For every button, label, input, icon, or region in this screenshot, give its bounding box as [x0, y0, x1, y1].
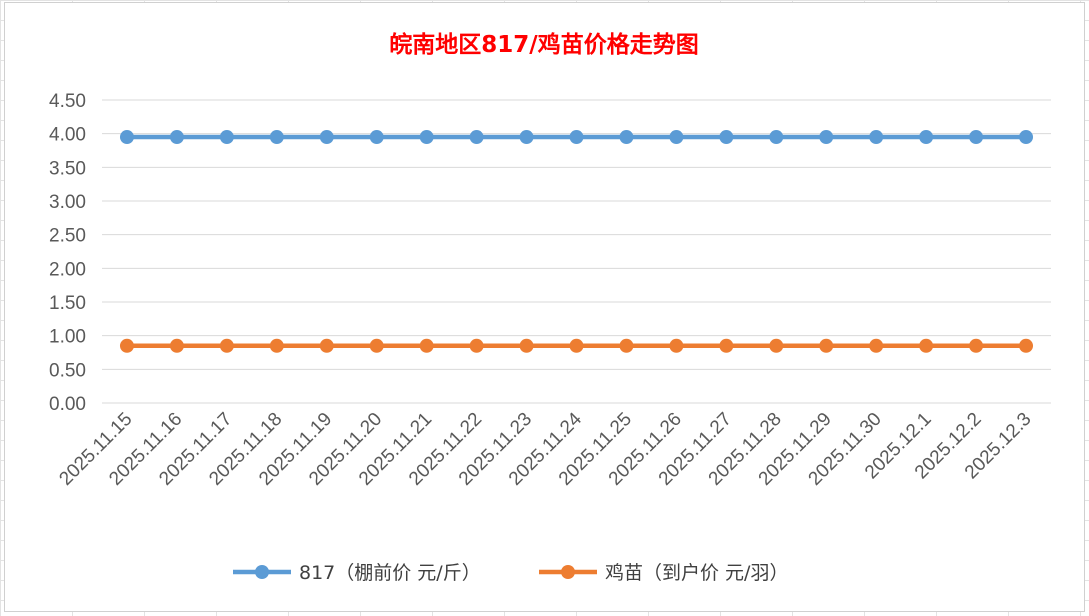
data-point[interactable] [1019, 338, 1034, 353]
data-point[interactable] [269, 338, 284, 353]
data-point[interactable] [719, 338, 734, 353]
data-point[interactable] [669, 338, 684, 353]
data-point[interactable] [119, 130, 134, 145]
gridlines [102, 99, 1051, 404]
data-point[interactable] [869, 338, 884, 353]
data-point[interactable] [319, 338, 334, 353]
data-point[interactable] [369, 130, 384, 145]
data-point[interactable] [619, 130, 634, 145]
data-point[interactable] [1019, 130, 1034, 145]
y-tick-label: 3.00 [49, 192, 86, 213]
data-point[interactable] [769, 338, 784, 353]
series-2[interactable] [119, 338, 1034, 353]
data-point[interactable] [319, 130, 334, 145]
data-point[interactable] [469, 130, 484, 145]
data-point[interactable] [819, 338, 834, 353]
data-point[interactable] [219, 338, 234, 353]
data-point[interactable] [769, 130, 784, 145]
legend-marker [561, 565, 575, 579]
data-point[interactable] [419, 130, 434, 145]
legend-label: 鸡苗（到户价 元/羽） [605, 562, 788, 584]
chart-area[interactable] [4, 2, 1085, 612]
y-tick-label: 4.50 [49, 91, 86, 112]
legend-entry[interactable]: 817（棚前价 元/斤） [233, 562, 481, 584]
data-point[interactable] [519, 130, 534, 145]
data-point[interactable] [569, 130, 584, 145]
data-point[interactable] [819, 130, 834, 145]
data-point[interactable] [469, 338, 484, 353]
legend-marker [255, 565, 269, 579]
legend-label: 817（棚前价 元/斤） [299, 562, 481, 584]
data-point[interactable] [119, 338, 134, 353]
y-tick-label: 3.50 [49, 158, 86, 179]
y-tick-label: 1.00 [49, 327, 86, 348]
data-point[interactable] [669, 130, 684, 145]
data-point[interactable] [169, 338, 184, 353]
data-point[interactable] [869, 130, 884, 145]
chart-title: 皖南地区817/鸡苗价格走势图 [389, 31, 698, 58]
x-axis-ticks: 2025.11.152025.11.162025.11.172025.11.18… [55, 408, 1035, 489]
data-point[interactable] [919, 130, 934, 145]
series-group [119, 130, 1034, 353]
y-tick-label: 0.00 [49, 394, 86, 415]
data-point[interactable] [369, 338, 384, 353]
data-point[interactable] [419, 338, 434, 353]
y-tick-label: 4.00 [49, 125, 86, 146]
y-axis-ticks: 0.00 0.50 1.00 1.50 2.00 2.50 3.00 3.50 4.00 4.50 [49, 91, 86, 415]
series-1[interactable] [119, 130, 1034, 145]
data-point[interactable] [919, 338, 934, 353]
data-point[interactable] [969, 130, 984, 145]
data-point[interactable] [219, 130, 234, 145]
y-tick-label: 2.50 [49, 226, 86, 247]
data-point[interactable] [519, 338, 534, 353]
data-point[interactable] [269, 130, 284, 145]
data-point[interactable] [569, 338, 584, 353]
y-tick-label: 0.50 [49, 360, 86, 381]
legend: 817（棚前价 元/斤） 鸡苗（到户价 元/羽） [233, 562, 788, 584]
y-tick-label: 2.00 [49, 259, 86, 280]
data-point[interactable] [719, 130, 734, 145]
y-tick-label: 1.50 [49, 293, 86, 314]
data-point[interactable] [619, 338, 634, 353]
legend-entry[interactable]: 鸡苗（到户价 元/羽） [539, 562, 788, 584]
data-point[interactable] [969, 338, 984, 353]
data-point[interactable] [169, 130, 184, 145]
